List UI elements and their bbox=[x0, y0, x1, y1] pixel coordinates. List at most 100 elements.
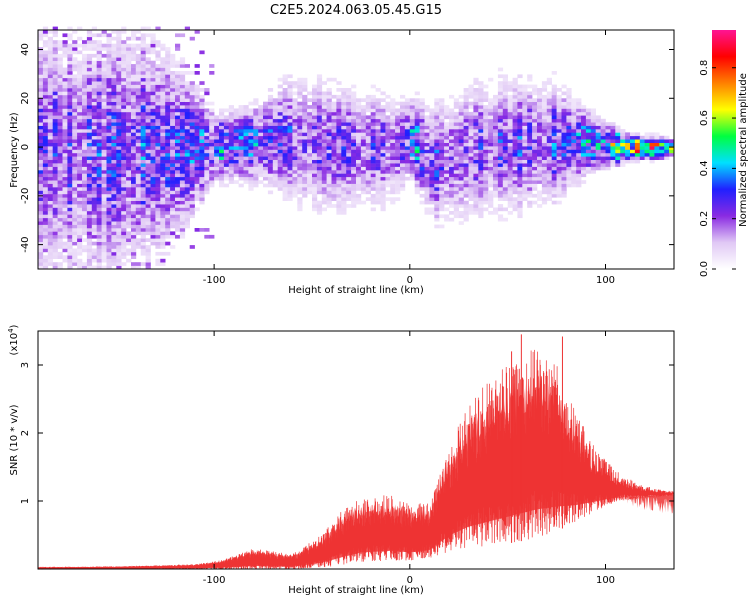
spectrogram-cell bbox=[507, 129, 513, 133]
spectrogram-cell bbox=[444, 176, 450, 181]
spectrogram-cell bbox=[453, 190, 459, 195]
spectrogram-cell bbox=[507, 163, 513, 167]
spectrogram-cell bbox=[42, 142, 49, 147]
spectrogram-cell bbox=[272, 118, 278, 123]
spectrogram-cell bbox=[316, 183, 323, 188]
spectrogram-cell bbox=[497, 204, 504, 208]
spectrogram-cell bbox=[91, 67, 97, 72]
spectrogram-cell bbox=[493, 125, 499, 130]
spectrogram-cell bbox=[488, 108, 494, 113]
spectrogram-cell bbox=[507, 180, 513, 184]
spectrogram-cell bbox=[263, 163, 269, 167]
spectrogram-cell bbox=[179, 173, 186, 178]
spectrogram-cell bbox=[126, 115, 132, 120]
spectrogram-cell bbox=[488, 135, 494, 140]
spectrogram-cell bbox=[155, 180, 161, 184]
spectrogram-cell bbox=[126, 187, 132, 191]
spectrogram-cell bbox=[502, 139, 508, 143]
spectrogram-cell bbox=[243, 105, 249, 109]
spectrogram-cell bbox=[478, 166, 484, 171]
spectrogram-cell bbox=[497, 163, 504, 167]
spectrogram-cell bbox=[390, 166, 396, 171]
spectrogram-cell bbox=[253, 132, 259, 137]
spectrogram-cell bbox=[175, 101, 181, 106]
spectrogram-cell bbox=[175, 193, 181, 198]
spectrogram-cell bbox=[424, 105, 430, 109]
spectrogram-cell bbox=[184, 146, 190, 150]
spectrogram-cell bbox=[248, 129, 254, 133]
spectrogram-cell bbox=[189, 105, 195, 109]
spectrogram-cell bbox=[189, 94, 195, 99]
spectrogram-cell bbox=[537, 135, 543, 140]
spectrogram-cell bbox=[42, 67, 49, 72]
spectrogram-cell bbox=[439, 197, 445, 201]
spectrogram-cell bbox=[42, 221, 49, 225]
spectrogram-cell bbox=[468, 129, 474, 133]
spectrogram-y-tick-label: -20 bbox=[20, 188, 31, 204]
spectrogram-cell bbox=[204, 187, 210, 191]
spectrogram-cell bbox=[620, 142, 626, 147]
spectrogram-cell bbox=[331, 149, 337, 154]
spectrogram-cell bbox=[316, 94, 323, 99]
spectrogram-cell bbox=[404, 125, 411, 130]
spectrogram-cell bbox=[395, 163, 401, 167]
spectrogram-cell bbox=[356, 183, 362, 188]
spectrogram-cell bbox=[581, 146, 587, 150]
spectrogram-cell bbox=[121, 98, 127, 102]
spectrogram-cell bbox=[605, 132, 611, 137]
spectrogram-cell bbox=[463, 156, 469, 160]
spectrogram-cell bbox=[507, 81, 513, 85]
spectrogram-cell bbox=[126, 71, 132, 75]
spectrogram-cell bbox=[473, 193, 479, 198]
spectrogram-cell bbox=[390, 115, 396, 120]
spectrogram-cell bbox=[106, 64, 112, 68]
spectrogram-cell bbox=[453, 115, 459, 120]
spectrogram-cell bbox=[189, 190, 195, 195]
spectrogram-cell bbox=[194, 135, 200, 140]
spectrogram-cell bbox=[297, 94, 303, 99]
spectrogram-cell bbox=[223, 135, 230, 140]
spectrogram-cell bbox=[52, 115, 58, 120]
spectrogram-cell bbox=[77, 91, 83, 96]
spectrogram-cell bbox=[360, 139, 367, 143]
spectrogram-cell bbox=[82, 265, 88, 270]
spectrogram-cell bbox=[126, 214, 132, 219]
spectrogram-cell bbox=[429, 146, 435, 150]
spectrogram-cell bbox=[116, 149, 122, 154]
spectrogram-cell bbox=[351, 115, 357, 120]
spectrogram-cell bbox=[91, 173, 97, 178]
spectrogram-cell bbox=[571, 118, 577, 123]
spectrogram-cell bbox=[321, 156, 327, 160]
spectrogram-cell bbox=[404, 142, 411, 147]
spectrogram-cell bbox=[414, 98, 420, 102]
spectrogram-cell bbox=[131, 170, 137, 174]
spectrogram-cell bbox=[145, 146, 151, 150]
spectrogram-cell bbox=[42, 26, 49, 31]
spectrogram-cell bbox=[522, 84, 528, 89]
spectrogram-cell bbox=[331, 190, 337, 195]
spectrogram-cell bbox=[106, 200, 112, 205]
spectrogram-cell bbox=[96, 193, 102, 198]
spectrogram-cell bbox=[502, 176, 508, 181]
spectrogram-cell bbox=[331, 152, 337, 157]
spectrogram-cell bbox=[145, 183, 151, 188]
spectrogram-cell bbox=[91, 200, 97, 205]
spectrogram-cell bbox=[453, 156, 459, 160]
spectrogram-cell bbox=[126, 173, 132, 178]
spectrogram-cell bbox=[86, 183, 93, 188]
spectrogram-cell bbox=[77, 238, 83, 242]
spectrogram-cell bbox=[312, 163, 318, 167]
spectrogram-cell bbox=[297, 190, 303, 195]
spectrogram-cell bbox=[72, 105, 78, 109]
spectrogram-cell bbox=[316, 111, 323, 116]
spectrogram-cell bbox=[468, 105, 474, 109]
spectrogram-cell bbox=[546, 132, 552, 137]
spectrogram-cell bbox=[326, 111, 332, 116]
spectrogram-cell bbox=[424, 176, 430, 181]
spectrogram-cell bbox=[72, 228, 78, 232]
spectrogram-cell bbox=[42, 91, 49, 96]
spectrogram-cell bbox=[165, 111, 171, 116]
spectrogram-cell bbox=[57, 170, 63, 174]
spectrogram-cell bbox=[576, 111, 582, 116]
spectrogram-cell bbox=[400, 111, 406, 116]
